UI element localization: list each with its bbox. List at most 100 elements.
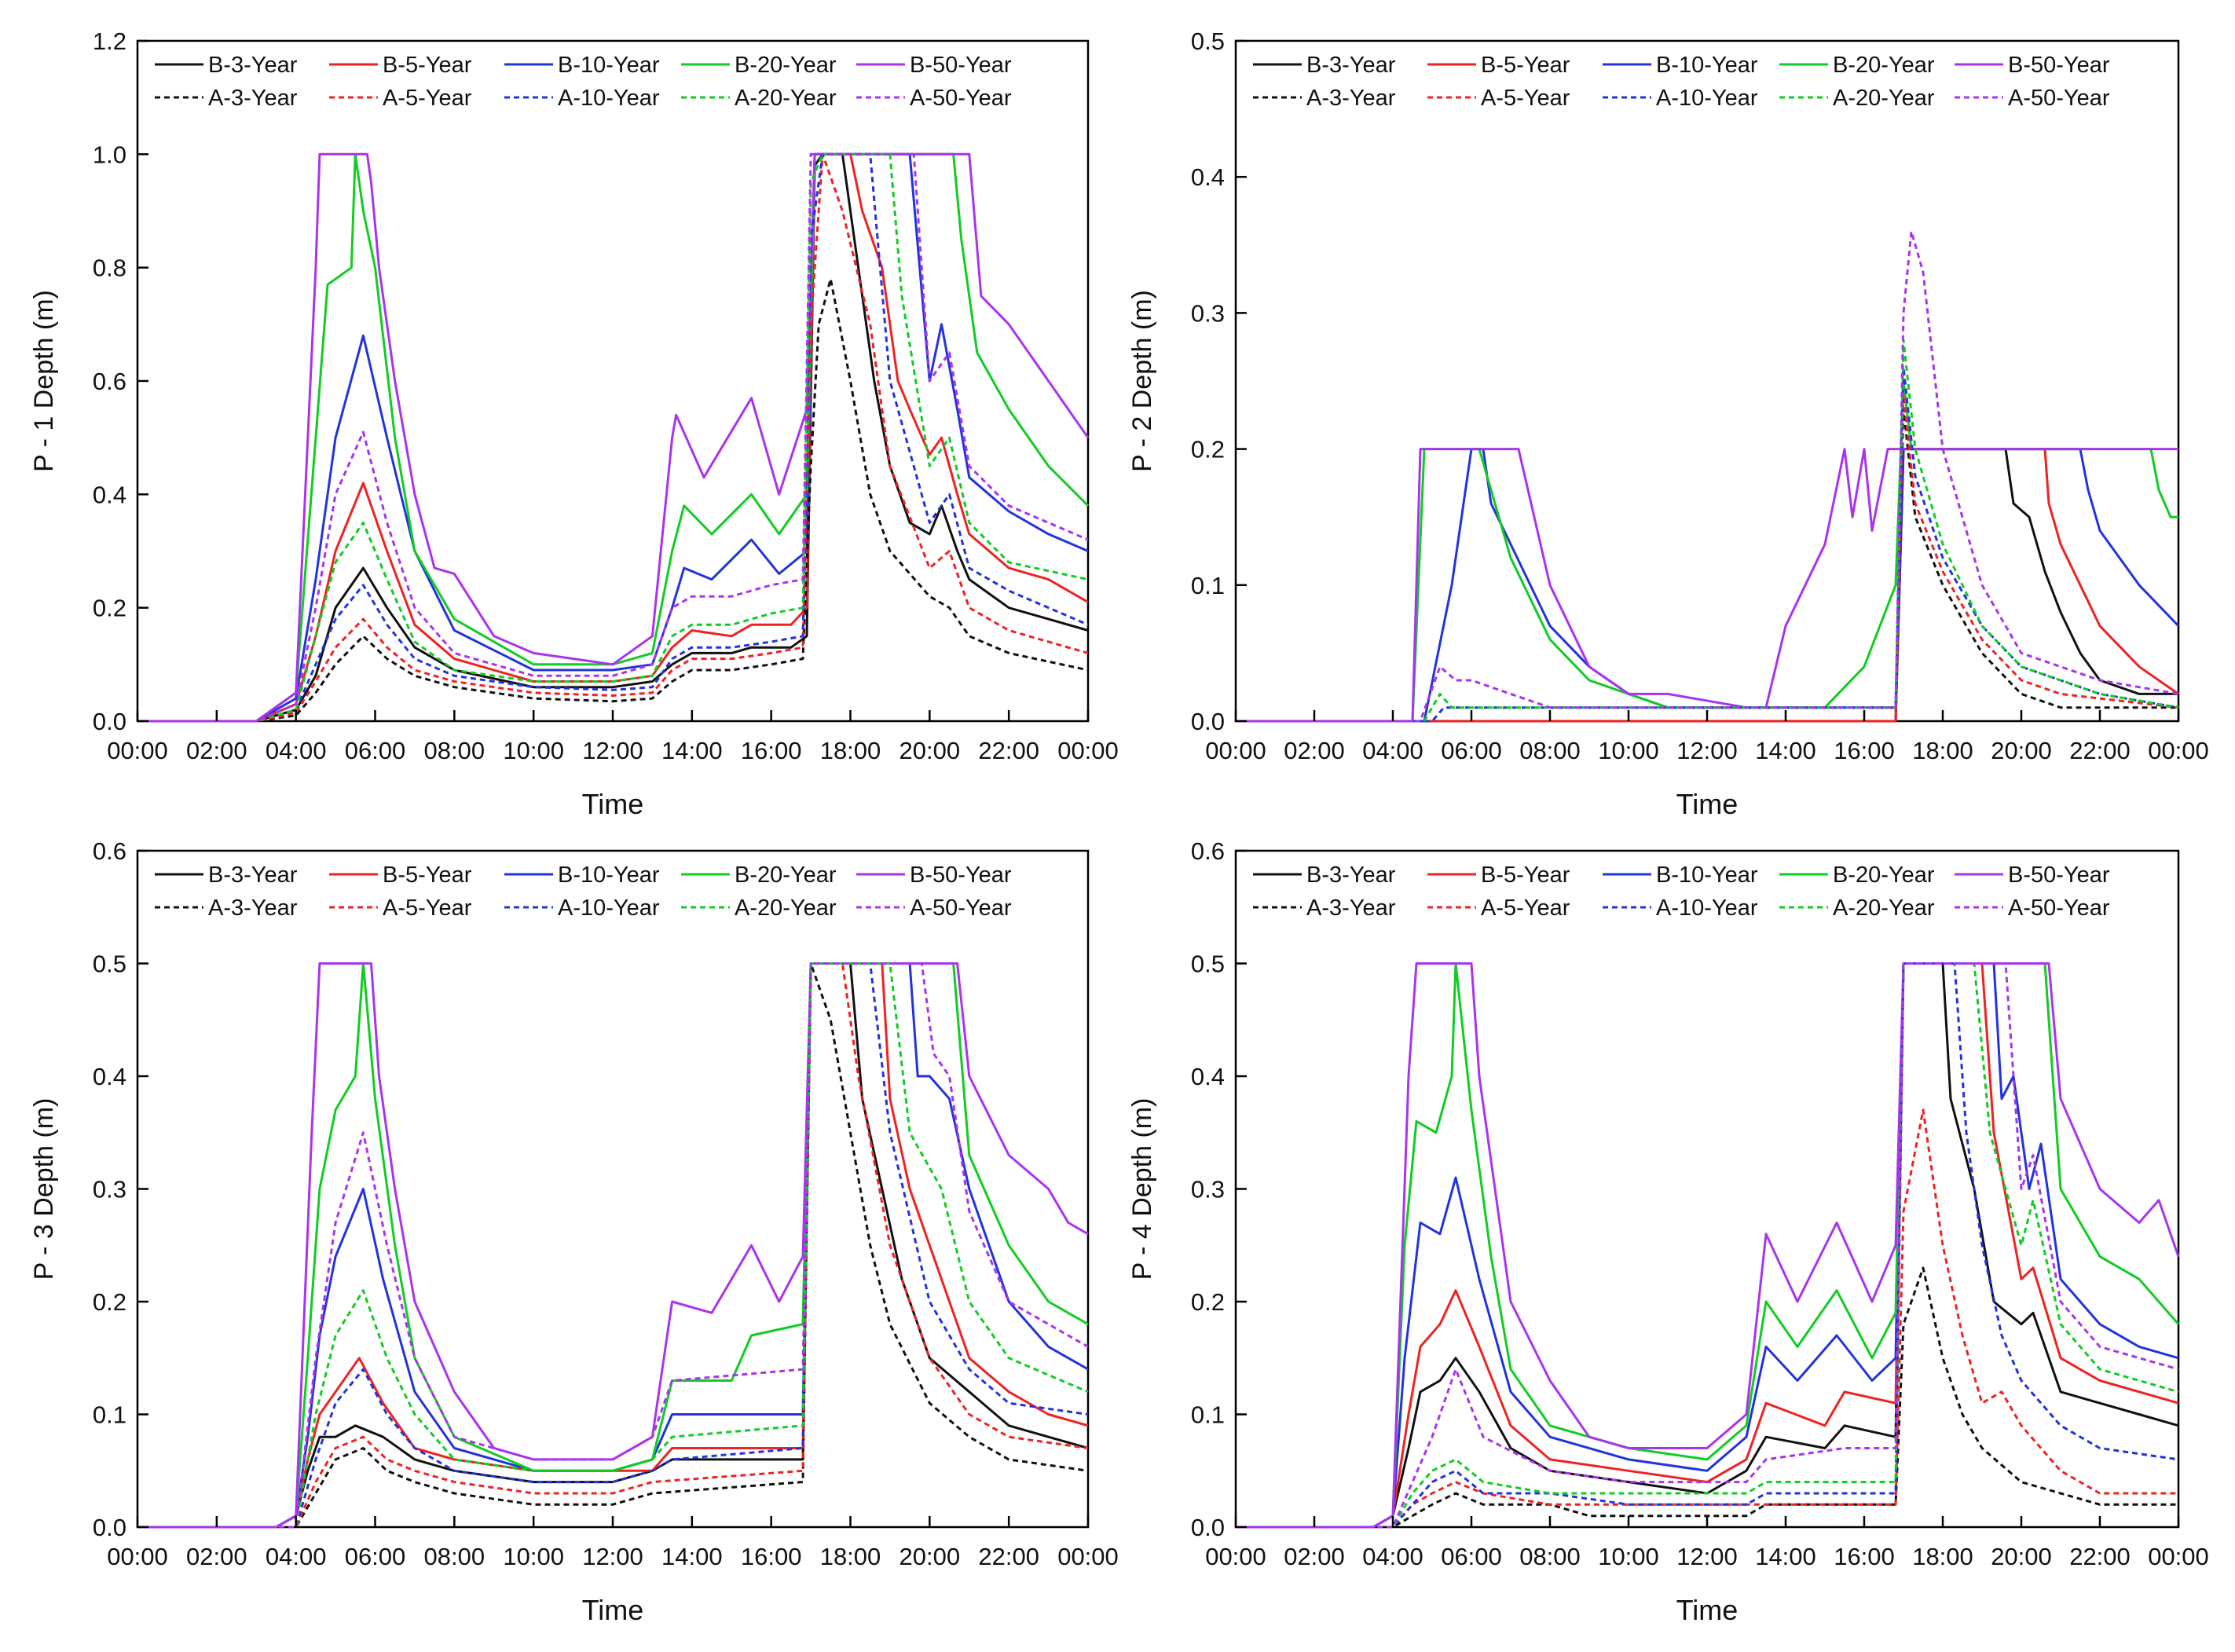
p-2-x-tick-label: 18:00 <box>1912 737 1973 764</box>
p-3-series-b-5-year <box>137 962 1089 1529</box>
p-2-series-a-20-year <box>1236 339 2179 723</box>
p-3-x-axis-label: Time <box>582 1594 644 1626</box>
p-2-y-axis-label: P - 2 Depth (m) <box>1127 290 1157 472</box>
p-3-y-tick-label: 0.4 <box>93 1063 126 1090</box>
p-4-x-tick-label: 04:00 <box>1362 1543 1423 1570</box>
p-2-series-b-10-year <box>1236 448 2180 723</box>
p-4-legend-label-b-50-year: B-50-Year <box>2008 863 2110 888</box>
p-4-series-a-10-year <box>1236 962 2179 1529</box>
p-3-y-tick-label: 0.0 <box>93 1514 126 1541</box>
p-2-series-a-50-year <box>1236 230 2179 723</box>
p-2-x-tick-label: 14:00 <box>1755 737 1816 764</box>
p-2-x-axis-label: Time <box>1676 788 1739 820</box>
p-1-legend-label-b-5-year: B-5-Year <box>383 53 472 78</box>
p-3-x-tick-label: 14:00 <box>661 1543 723 1570</box>
p-4-legend-label-b-5-year: B-5-Year <box>1481 863 1570 888</box>
p-4-legend-label-a-10-year: A-10-Year <box>1656 896 1758 921</box>
p-4-x-tick-label: 00:00 <box>1205 1543 1266 1570</box>
p-1-x-tick-label: 18:00 <box>820 737 881 764</box>
p-4-series-a-3-year <box>1236 1266 2178 1529</box>
p-4-x-tick-label: 02:00 <box>1284 1543 1345 1570</box>
p-3-x-tick-label: 02:00 <box>186 1543 247 1570</box>
chart-panel-p4: 00:00 02:00 04:00 06:00 08:00 10:00 12:00 14:00… <box>1127 837 2209 1626</box>
p-2-legend-label-a-20-year: A-20-Year <box>1833 86 1935 111</box>
p-1-legend-label-a-3-year: A-3-Year <box>208 86 298 111</box>
p-2-legend-label-a-10-year: A-10-Year <box>1656 86 1758 111</box>
p-4-legend-label-b-20-year: B-20-Year <box>1833 863 1935 888</box>
p-1-x-tick-label: 16:00 <box>741 737 802 764</box>
p-1-series-b-20-year <box>137 152 1090 723</box>
p-1-legend-label-b-20-year: B-20-Year <box>735 53 837 78</box>
p-4-legend-label-b-3-year: B-3-Year <box>1306 863 1396 888</box>
p-1-legend-label-b-3-year: B-3-Year <box>208 53 298 78</box>
p-1-x-tick-label: 12:00 <box>582 737 643 764</box>
p-1-y-axis-label: P - 1 Depth (m) <box>29 290 59 472</box>
p-2-y-tick-label: 0.1 <box>1191 572 1225 599</box>
p-3-legend-label-a-3-year: A-3-Year <box>208 896 298 921</box>
p-4-legend-label-a-3-year: A-3-Year <box>1306 896 1396 921</box>
p-4-series-b-5-year <box>1236 962 2179 1529</box>
p-1-series-a-5-year <box>137 152 1089 723</box>
p-2-y-tick-label: 0.5 <box>1191 27 1225 55</box>
p-1-y-tick-label: 0.2 <box>93 595 126 622</box>
p-4-y-tick-label: 0.6 <box>1191 837 1225 865</box>
p-4-x-tick-label: 08:00 <box>1519 1543 1581 1570</box>
p-3-y-tick-label: 0.1 <box>93 1401 126 1429</box>
p-1-legend-label-a-50-year: A-50-Year <box>910 86 1012 111</box>
p-1-legend-label-a-20-year: A-20-Year <box>735 86 837 111</box>
p-1-legend-label-a-10-year: A-10-Year <box>558 86 660 111</box>
p-2-series-b-3-year <box>1236 448 2178 723</box>
p-3-legend-label-b-3-year: B-3-Year <box>208 863 298 888</box>
p-2-x-tick-label: 22:00 <box>2069 737 2131 764</box>
p-1-x-tick-label: 08:00 <box>424 737 485 764</box>
p-1-x-tick-label: 04:00 <box>266 737 327 764</box>
p-4-x-tick-label: 10:00 <box>1598 1543 1659 1570</box>
p-2-x-tick-label: 08:00 <box>1519 737 1581 764</box>
p-4-x-tick-label: 14:00 <box>1755 1543 1816 1570</box>
chart-panel-p2: 00:00 02:00 04:00 06:00 08:00 10:00 12:00 14:00… <box>1127 27 2209 820</box>
p-1-x-tick-label: 00:00 <box>107 737 168 764</box>
p-3-series-a-5-year <box>137 962 1089 1529</box>
p-3-legend-label-b-50-year: B-50-Year <box>910 863 1012 888</box>
p-2-series-a-3-year <box>1236 407 2178 723</box>
p-2-x-tick-label: 00:00 <box>1205 737 1266 764</box>
p-4-x-tick-label: 12:00 <box>1676 1543 1738 1570</box>
p-1-plot-frame <box>136 39 1090 723</box>
p-2-legend-label-b-10-year: B-10-Year <box>1656 53 1758 78</box>
p-4-y-tick-label: 0.5 <box>1191 951 1225 978</box>
p-3-x-tick-label: 00:00 <box>1057 1543 1119 1570</box>
p-3-series-b-3-year <box>137 962 1089 1529</box>
chart-panel-p1: 00:00 02:00 04:00 06:00 08:00 10:00 12:00 14:00… <box>29 27 1119 820</box>
p-1-x-axis-label: Time <box>582 788 644 820</box>
p-2-x-tick-label: 16:00 <box>1834 737 1895 764</box>
p-1-x-tick-label: 06:00 <box>345 737 406 764</box>
p-4-legend-label-a-5-year: A-5-Year <box>1481 896 1570 921</box>
p-4-series-b-3-year <box>1236 962 2179 1529</box>
p-1-y-tick-label: 0.4 <box>93 481 126 508</box>
p-3-legend-label-a-50-year: A-50-Year <box>910 896 1012 921</box>
p-4-x-tick-label: 20:00 <box>1991 1543 2052 1570</box>
p-1-x-tick-label: 20:00 <box>899 737 961 764</box>
p-3-x-tick-label: 00:00 <box>107 1543 168 1570</box>
p-4-plot-frame <box>1234 849 2180 1529</box>
p-3-legend-label-b-20-year: B-20-Year <box>735 863 837 888</box>
p-3-series-a-3-year <box>137 962 1089 1529</box>
p-2-x-tick-label: 20:00 <box>1991 737 2052 764</box>
p-1-y-tick-label: 1.2 <box>93 27 126 55</box>
p-3-series-b-50-year <box>137 962 1089 1529</box>
p-4-x-tick-label: 16:00 <box>1834 1543 1895 1570</box>
p-2-x-tick-label: 04:00 <box>1362 737 1423 764</box>
p-2-legend-label-b-5-year: B-5-Year <box>1481 53 1570 78</box>
p-3-y-tick-label: 0.2 <box>93 1288 126 1316</box>
p-3-legend-label-a-10-year: A-10-Year <box>558 896 660 921</box>
p-3-x-tick-label: 12:00 <box>582 1543 643 1570</box>
p-2-x-tick-label: 00:00 <box>2148 737 2209 764</box>
p-3-x-tick-label: 16:00 <box>741 1543 802 1570</box>
p-2-series-a-5-year <box>1236 393 2179 723</box>
p-3-x-tick-label: 10:00 <box>503 1543 564 1570</box>
p-4-y-axis-label: P - 4 Depth (m) <box>1127 1098 1157 1280</box>
p-4-y-tick-label: 0.2 <box>1191 1288 1225 1316</box>
p-4-y-tick-label: 0.3 <box>1191 1176 1225 1203</box>
p-2-series-b-50-year <box>1236 448 2178 723</box>
p-4-x-tick-label: 18:00 <box>1912 1543 1973 1570</box>
